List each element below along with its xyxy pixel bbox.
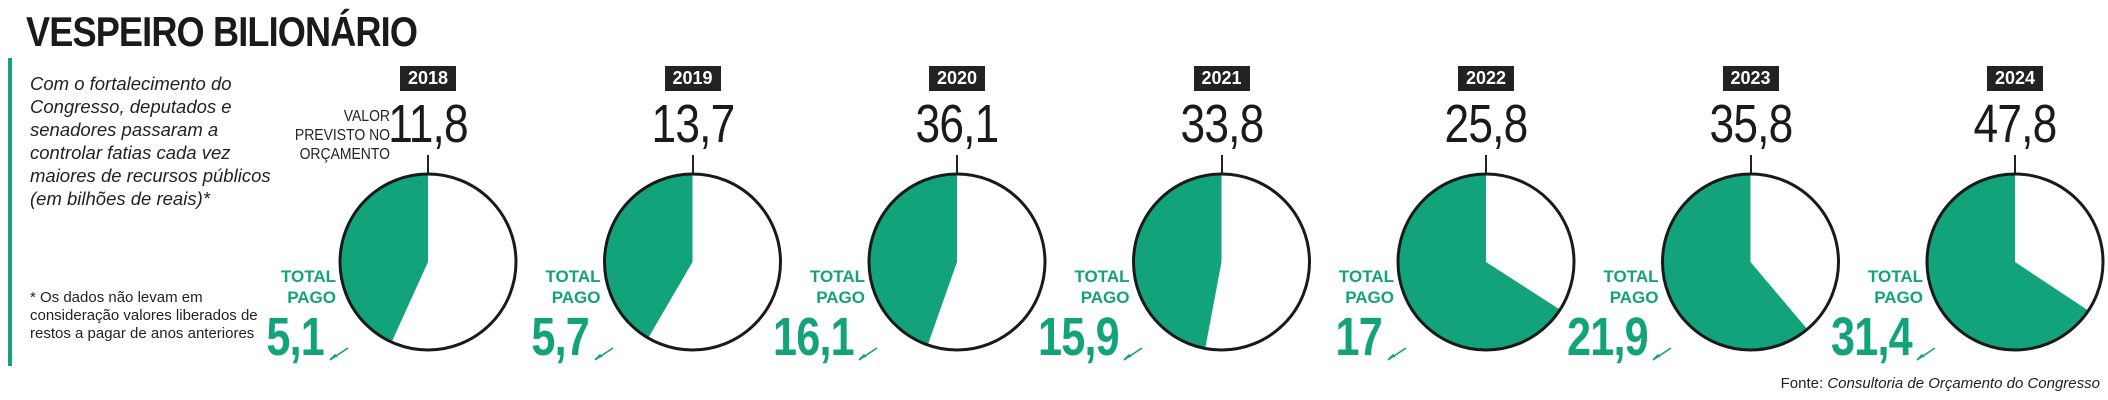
pie-outline-2024 [1925, 172, 2105, 352]
check-icon [593, 347, 613, 361]
intro-text: Com o fortalecimento do Congresso, deput… [30, 73, 271, 209]
pago-value-2022: 17 [1335, 307, 1383, 367]
pie-2020 [867, 172, 1047, 352]
value-tick-2022 [1485, 155, 1487, 173]
check-icon [1387, 347, 1407, 361]
pie-paid-2021 [1133, 174, 1222, 349]
check-icon [858, 347, 878, 361]
pie-2023 [1661, 172, 1840, 352]
value-tick-2024 [2014, 155, 2016, 173]
pie-paid-2024 [1927, 174, 2089, 350]
year-badge-2019: 2019 [664, 66, 721, 91]
source-note: Fonte: Consultoria de Orçamento do Congr… [1781, 375, 2100, 392]
year-badge-2021: 2021 [1193, 66, 1250, 91]
check-icon [329, 347, 349, 361]
chart-title: VESPEIRO BILIONÁRIO [26, 8, 418, 55]
value-tick-2021 [1220, 155, 1223, 173]
pie-paid-2018 [339, 174, 428, 343]
accent-bar [8, 58, 12, 366]
check-icon [1916, 347, 1936, 361]
previsto-value-2021: 33,8 [1180, 94, 1264, 154]
pago-label-2024: TOTAL PAGO [1867, 267, 1923, 307]
pago-label-2020: TOTAL PAGO [809, 267, 865, 307]
pago-label-2022: TOTAL PAGO [1338, 267, 1394, 307]
check-icon [1122, 347, 1142, 361]
value-tick-2023 [1749, 155, 1752, 173]
pago-label-2019: TOTAL PAGO [545, 267, 601, 307]
previsto-value-2023: 35,8 [1709, 94, 1793, 154]
pago-value-2021: 15,9 [1037, 307, 1120, 367]
pie-outline-2023 [1661, 172, 1840, 352]
pago-value-2024: 31,4 [1831, 307, 1913, 367]
pie-outline-2021 [1132, 172, 1311, 352]
value-tick-2019 [691, 155, 694, 173]
pie-paid-2023 [1662, 174, 1808, 350]
pago-label-2023: TOTAL PAGO [1603, 267, 1659, 307]
pie-paid-2020 [868, 174, 957, 345]
value-tick-2018 [427, 155, 429, 173]
value-tick-2020 [956, 155, 958, 173]
pie-paid-2019 [604, 174, 693, 339]
pago-value-2018: 5,1 [266, 307, 324, 367]
source-name: Consultoria de Orçamento do Congresso [1827, 375, 2100, 392]
pago-value-2023: 21,9 [1566, 307, 1649, 367]
pie-2019 [603, 172, 782, 352]
previsto-value-2019: 13,7 [651, 94, 735, 154]
pie-outline-2020 [867, 172, 1047, 352]
pie-2021 [1132, 172, 1311, 352]
pie-outline-2022 [1396, 172, 1576, 352]
previsto-value-2020: 36,1 [915, 94, 1000, 154]
footnote: * Os dados não levam em consideração val… [30, 289, 258, 342]
check-icon [1651, 347, 1671, 361]
previsto-label: VALOR PREVISTO NO ORÇAMENTO [294, 108, 390, 163]
pie-2024 [1925, 172, 2105, 352]
year-badge-2018: 2018 [400, 66, 456, 91]
pago-label-2021: TOTAL PAGO [1074, 267, 1130, 307]
pago-value-2020: 16,1 [773, 307, 855, 367]
previsto-value-2022: 25,8 [1444, 94, 1529, 154]
source-prefix: Fonte: [1780, 375, 1828, 392]
pie-2022 [1396, 172, 1576, 352]
year-badge-2020: 2020 [929, 66, 985, 91]
pie-outline-2019 [603, 172, 782, 352]
year-badge-2024: 2024 [1987, 66, 2043, 91]
previsto-value-2018: 11,8 [388, 94, 468, 154]
year-badge-2023: 2023 [1722, 66, 1779, 91]
pie-paid-2022 [1398, 174, 1560, 351]
pago-label-2018: TOTAL PAGO [280, 267, 336, 307]
pie-2018 [338, 172, 518, 352]
previsto-value-2024: 47,8 [1973, 94, 2058, 154]
pie-outline-2018 [338, 172, 518, 352]
pago-value-2019: 5,7 [530, 307, 589, 367]
year-badge-2022: 2022 [1458, 66, 1514, 91]
